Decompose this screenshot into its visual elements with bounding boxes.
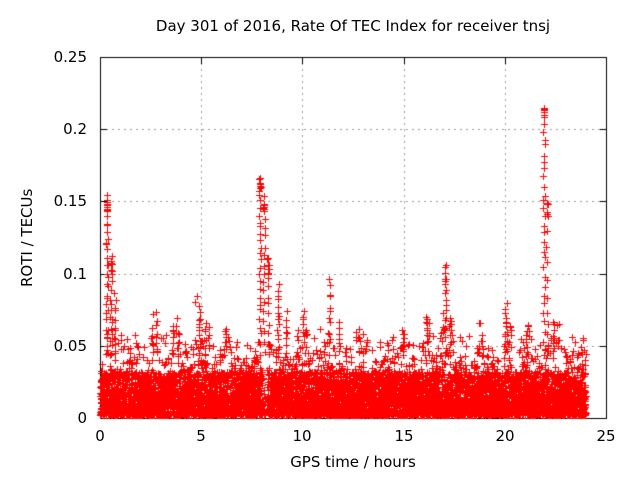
y-axis-label: ROTI / TECUs <box>18 188 36 287</box>
x-tick-label: 15 <box>394 427 414 445</box>
x-tick-label: 25 <box>596 427 616 445</box>
x-axis-label: GPS time / hours <box>290 453 416 471</box>
y-tick-label: 0.05 <box>53 337 87 355</box>
chart-title: Day 301 of 2016, Rate Of TEC Index for r… <box>155 17 551 35</box>
y-tick-label: 0 <box>77 409 87 427</box>
y-tick-label: 0.1 <box>63 265 87 283</box>
x-tick-label: 5 <box>196 427 206 445</box>
y-tick-label: 0.25 <box>53 48 87 66</box>
y-tick-label: 0.15 <box>53 192 87 210</box>
x-tick-label: 10 <box>292 427 312 445</box>
x-tick-label: 20 <box>495 427 515 445</box>
y-tick-label: 0.2 <box>63 120 87 138</box>
x-tick-label: 0 <box>95 427 105 445</box>
